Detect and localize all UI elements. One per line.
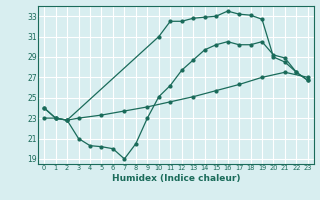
X-axis label: Humidex (Indice chaleur): Humidex (Indice chaleur) xyxy=(112,174,240,183)
